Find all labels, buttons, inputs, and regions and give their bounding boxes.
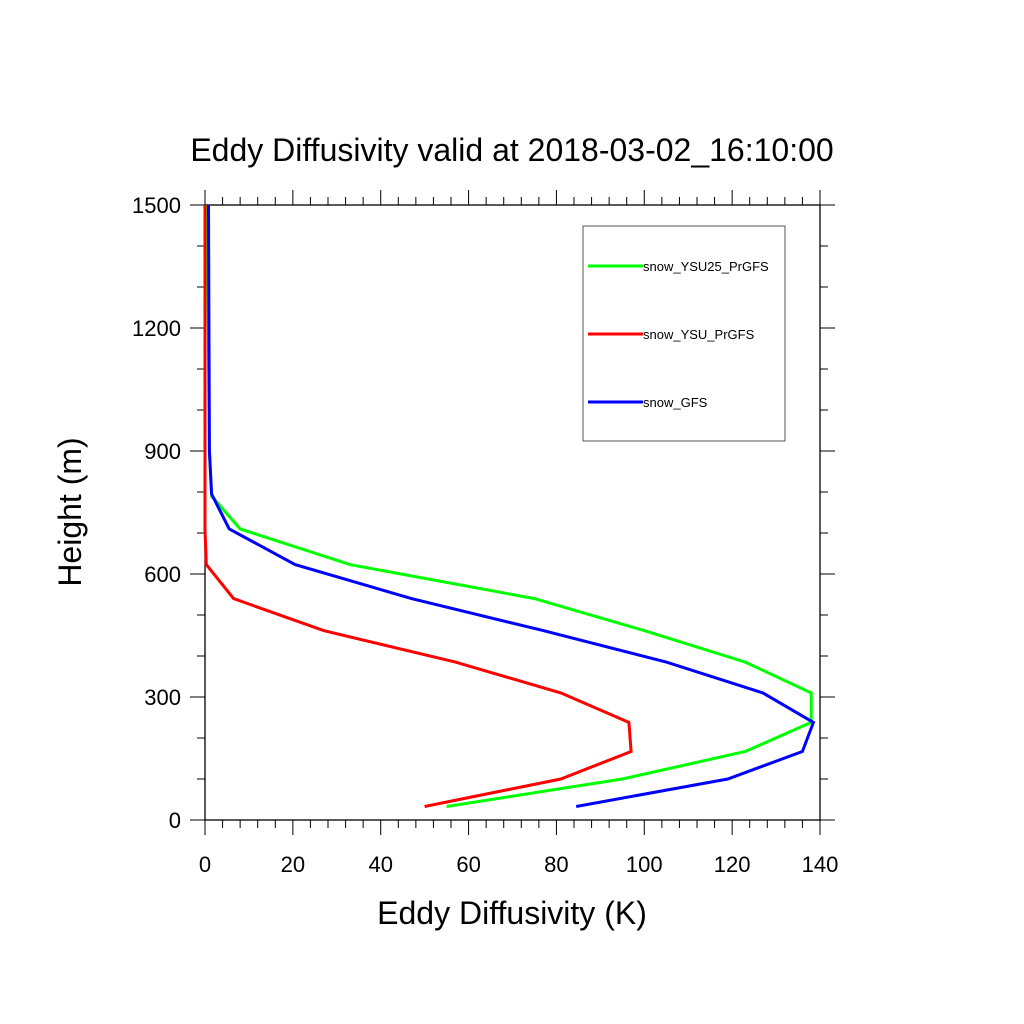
x-axis-title: Eddy Diffusivity (K)	[377, 895, 647, 931]
chart-title: Eddy Diffusivity valid at 2018-03-02_16:…	[190, 132, 833, 168]
x-tick-label: 0	[199, 852, 211, 877]
y-tick-label: 600	[144, 562, 181, 587]
y-axis-title: Height (m)	[52, 437, 88, 586]
x-tick-label: 40	[368, 852, 392, 877]
series-line-snow_GFS	[207, 204, 816, 808]
legend-label: snow_GFS	[643, 395, 708, 410]
legend: snow_YSU25_PrGFS snow_YSU_PrGFS snow_GFS	[582, 225, 786, 442]
y-tick-label: 0	[169, 808, 181, 833]
x-tick-label: 80	[544, 852, 568, 877]
x-tick-label: 120	[714, 852, 751, 877]
x-tick-label: 20	[281, 852, 305, 877]
series-line-snow_YSU_PrGFS	[203, 205, 633, 808]
legend-label: snow_YSU_PrGFS	[643, 327, 755, 342]
x-tick-label: 100	[626, 852, 663, 877]
y-tick-label: 1200	[132, 316, 181, 341]
y-tick-label: 1500	[132, 193, 181, 218]
legend-label: snow_YSU25_PrGFS	[643, 259, 769, 274]
y-tick-label: 900	[144, 439, 181, 464]
y-tick-label: 300	[144, 685, 181, 710]
plot-area: 0 20 40 60 80 100 120 140 0 300 600 900 1200 1500	[132, 190, 838, 877]
x-tick-label: 60	[456, 852, 480, 877]
x-tick-label: 140	[802, 852, 839, 877]
